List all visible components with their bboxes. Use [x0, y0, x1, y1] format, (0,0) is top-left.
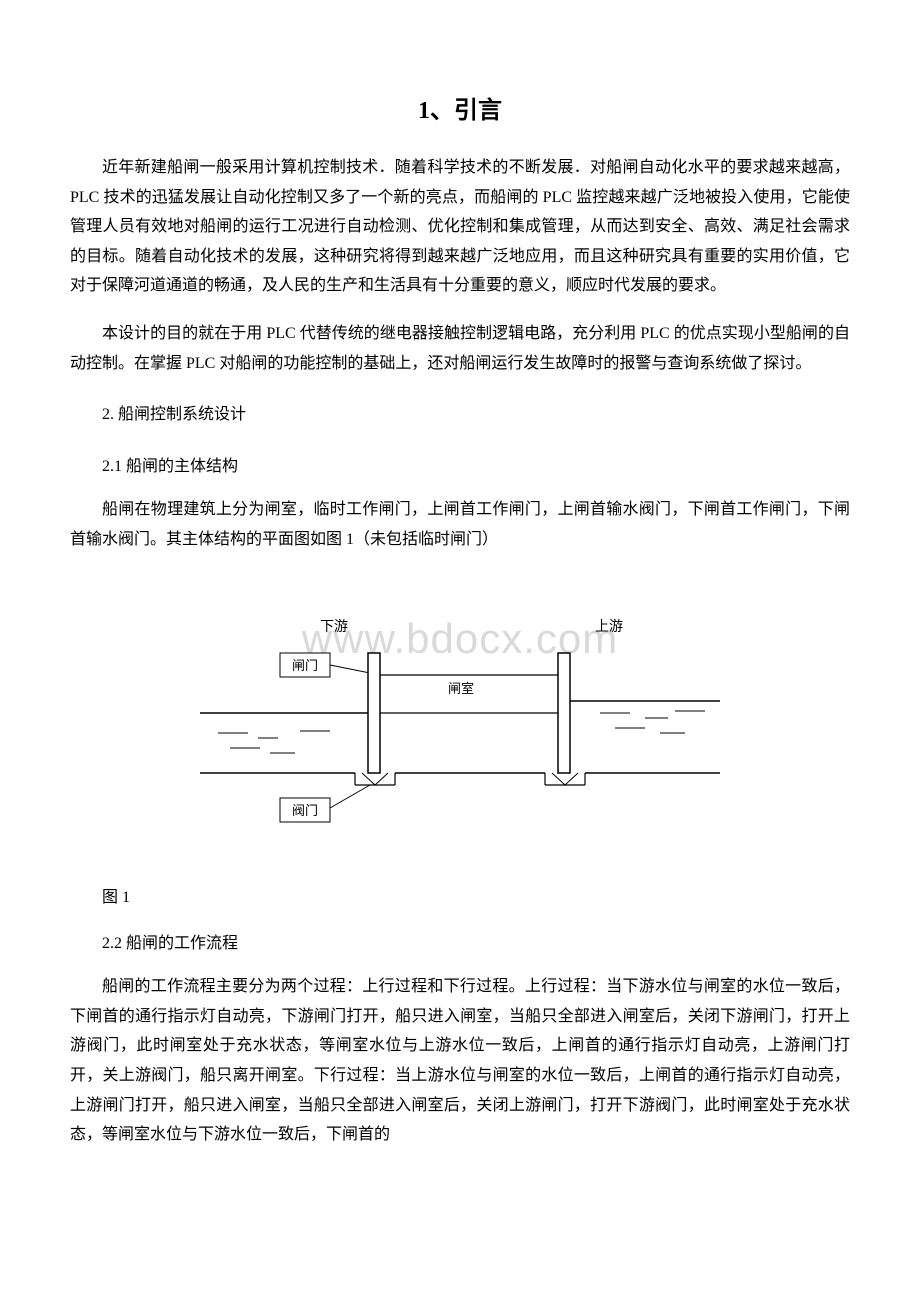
ship-lock-diagram: 下游 上游 闸门 闸室 — [200, 613, 720, 833]
paragraph-3: 船闸在物理建筑上分为闸室，临时工作闸门，上闸首工作闸门，上闸首输水阀门，下闸首工… — [70, 495, 850, 554]
heading-2-1: 2.1 船闸的主体结构 — [70, 452, 850, 482]
label-upstream: 上游 — [595, 619, 623, 635]
paragraph-4: 船闸的工作流程主要分为两个过程：上行过程和下行过程。上行过程：当下游水位与闸室的… — [70, 972, 850, 1150]
intro-paragraph-2: 本设计的目的就在于用 PLC 代替传统的继电器接触控制逻辑电路，充分利用 PLC… — [70, 319, 850, 378]
figure-1-label: 图 1 — [70, 883, 850, 907]
label-valve: 阀门 — [292, 803, 318, 818]
intro-paragraph-1: 近年新建船闸一般采用计算机控制技术．随着科学技术的不断发展．对船闸自动化水平的要… — [70, 153, 850, 301]
label-gate: 闸门 — [292, 658, 318, 673]
label-chamber: 闸室 — [448, 681, 474, 696]
heading-2: 2. 船闸控制系统设计 — [70, 400, 850, 430]
figure-1-container: 下游 上游 闸门 闸室 — [70, 613, 850, 833]
label-downstream: 下游 — [320, 619, 348, 635]
document-title: 1、引言 — [70, 90, 850, 125]
heading-2-2: 2.2 船闸的工作流程 — [70, 929, 850, 959]
